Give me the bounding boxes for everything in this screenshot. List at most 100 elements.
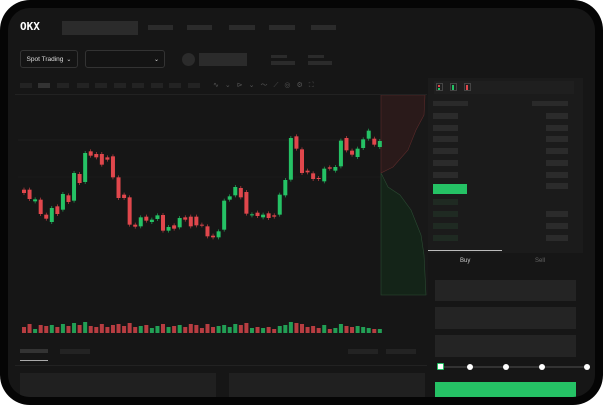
- interval-button[interactable]: [114, 83, 126, 88]
- nav-item[interactable]: [269, 25, 295, 30]
- volume-bar: [238, 325, 243, 333]
- book-asks-icon[interactable]: [464, 83, 471, 91]
- spot-trading-label: Spot Trading: [26, 55, 64, 63]
- candle-body: [66, 195, 71, 202]
- candle-body: [116, 177, 121, 198]
- column-header: [433, 101, 468, 106]
- ask-size: [546, 172, 568, 178]
- volume-bar: [133, 327, 138, 333]
- trend-icon[interactable]: 〜: [260, 82, 274, 89]
- divider: [15, 94, 427, 95]
- candle-body: [277, 194, 282, 215]
- volume-bar: [327, 329, 332, 333]
- coin-icon: [182, 53, 195, 66]
- chart-tool-icons[interactable]: ∿⌄⊳⌄〜⟋◎⚙⛶: [213, 80, 320, 90]
- candle-body: [161, 215, 165, 231]
- volume-bar: [311, 326, 316, 333]
- nav-item[interactable]: [311, 25, 336, 30]
- candle-body: [22, 189, 26, 193]
- candle-body: [311, 173, 316, 179]
- pen-icon[interactable]: ⌄: [224, 82, 237, 89]
- camera-icon[interactable]: ◎: [284, 82, 297, 89]
- volume-bar: [155, 326, 160, 333]
- volume-bar: [355, 326, 360, 333]
- nav-item[interactable]: [148, 25, 173, 30]
- candle-body: [233, 187, 238, 196]
- nav-item[interactable]: [187, 25, 212, 30]
- line-icon[interactable]: ∿: [213, 82, 225, 89]
- candle-body: [122, 194, 127, 198]
- volume-bar: [88, 326, 93, 333]
- amount-input[interactable]: [435, 307, 576, 329]
- pair-dropdown[interactable]: ⌄: [85, 50, 165, 68]
- amount-slider[interactable]: [437, 363, 590, 370]
- book-bids-icon[interactable]: [450, 83, 457, 91]
- stat-value: [308, 61, 332, 65]
- assets-panel: [229, 373, 425, 397]
- candle-body: [322, 168, 327, 182]
- candle-body: [194, 216, 199, 226]
- candle-body: [294, 136, 299, 149]
- volume-bar: [33, 329, 38, 333]
- tab-sell[interactable]: Sell: [535, 258, 546, 264]
- slider-stop[interactable]: [467, 364, 473, 370]
- interval-button[interactable]: [20, 83, 32, 88]
- volume-bar: [166, 327, 171, 333]
- candle-body: [88, 151, 93, 156]
- nav-item[interactable]: [229, 25, 255, 30]
- tab-open-orders[interactable]: [20, 349, 48, 353]
- interval-button[interactable]: [38, 83, 50, 88]
- ask-price: [433, 148, 458, 154]
- interval-button[interactable]: [188, 83, 200, 88]
- chevron-down-icon[interactable]: ⌄: [248, 82, 261, 89]
- volume-bar: [122, 326, 127, 333]
- gear-icon[interactable]: ⚙: [296, 82, 309, 89]
- volume-bar: [333, 328, 338, 333]
- candle-body: [72, 173, 77, 201]
- active-tab-underline: [20, 360, 48, 361]
- column-header: [532, 101, 568, 106]
- slider-stop[interactable]: [584, 364, 590, 370]
- ask-price: [433, 172, 458, 178]
- ruler-icon[interactable]: ⟋: [273, 82, 285, 89]
- candle-body: [288, 138, 293, 180]
- total-input[interactable]: [435, 335, 576, 357]
- candle-body: [199, 224, 204, 226]
- candle-body: [355, 148, 360, 157]
- candle-body: [238, 188, 243, 198]
- slider-handle[interactable]: [437, 363, 444, 370]
- candlestick-chart[interactable]: [8, 95, 428, 335]
- interval-button[interactable]: [169, 83, 181, 88]
- orders-panel: [20, 373, 216, 397]
- tab-history[interactable]: [60, 349, 90, 354]
- buy-button[interactable]: [435, 382, 576, 397]
- active-tab-underline: [428, 250, 502, 251]
- interval-button[interactable]: [132, 83, 144, 88]
- candle-body: [361, 139, 366, 148]
- tab-buy[interactable]: Buy: [460, 258, 471, 264]
- filter-button[interactable]: [386, 349, 416, 354]
- volume-bar: [288, 322, 293, 333]
- interval-button[interactable]: [57, 83, 69, 88]
- interval-button[interactable]: [95, 83, 107, 88]
- search-placeholder[interactable]: [62, 21, 138, 35]
- filter-button[interactable]: [348, 349, 378, 354]
- interval-button[interactable]: [151, 83, 163, 88]
- volume-bar: [188, 324, 193, 333]
- slider-stop[interactable]: [539, 364, 545, 370]
- price-input[interactable]: [435, 280, 576, 301]
- wave-icon[interactable]: ⊳: [236, 82, 249, 89]
- candle-body: [144, 216, 149, 221]
- okx-logo[interactable]: OKX: [20, 20, 40, 33]
- book-both-icon[interactable]: [436, 83, 443, 91]
- slider-stop[interactable]: [503, 364, 509, 370]
- candle-body: [94, 154, 99, 158]
- spot-trading-button[interactable]: Spot Trading ⌄: [20, 50, 78, 68]
- ask-price: [433, 160, 458, 166]
- volume-bar: [138, 326, 143, 333]
- ask-price: [433, 125, 458, 131]
- fullscreen-icon[interactable]: ⛶: [308, 82, 320, 89]
- volume-bar: [266, 327, 271, 333]
- interval-button[interactable]: [77, 83, 89, 88]
